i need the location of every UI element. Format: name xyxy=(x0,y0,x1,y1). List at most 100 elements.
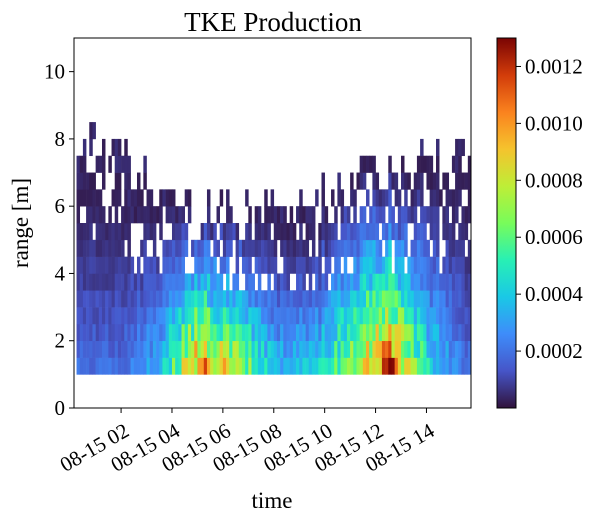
heatmap-cell xyxy=(436,357,440,375)
heatmap-cell xyxy=(353,189,357,207)
heatmap-cell xyxy=(191,323,195,342)
heatmap-cell xyxy=(343,323,348,342)
heatmap-cell xyxy=(200,256,205,274)
heatmap-cell xyxy=(429,223,434,241)
heatmap-cell xyxy=(127,155,131,173)
heatmap-cell xyxy=(308,256,313,274)
heatmap-cell xyxy=(165,290,170,308)
heatmap-cell xyxy=(101,206,106,224)
heatmap-cell xyxy=(401,273,405,291)
heatmap-cell xyxy=(248,223,252,241)
heatmap-cell xyxy=(171,206,176,224)
heatmap-cell xyxy=(404,273,408,291)
heatmap-cell xyxy=(159,273,163,291)
heatmap-cell xyxy=(429,323,434,342)
heatmap-cell xyxy=(121,223,125,241)
heatmap-cell xyxy=(369,273,373,291)
heatmap-cell xyxy=(101,290,106,308)
heatmap-cell xyxy=(280,290,284,308)
heatmap-cell xyxy=(280,323,284,342)
heatmap-cell xyxy=(79,256,84,274)
heatmap-cell xyxy=(219,323,224,342)
heatmap-cell xyxy=(276,206,281,224)
heatmap-cell xyxy=(356,307,360,325)
heatmap-cell xyxy=(359,256,364,274)
heatmap-cell xyxy=(451,206,456,224)
heatmap-cell xyxy=(407,273,411,291)
heatmap-cell xyxy=(429,357,434,375)
heatmap-cell xyxy=(76,273,81,291)
heatmap-cell xyxy=(276,273,281,291)
heatmap-cell xyxy=(366,273,370,291)
heatmap-cell xyxy=(432,206,437,224)
heatmap-cell xyxy=(464,256,469,274)
heatmap-cell xyxy=(286,256,290,274)
heatmap-cell xyxy=(451,340,456,358)
heatmap-cell xyxy=(270,307,275,325)
heatmap-cell xyxy=(222,290,227,308)
heatmap-cell xyxy=(108,340,112,358)
heatmap-cell xyxy=(206,256,211,274)
colorbar-tick-label: 0.0006 xyxy=(525,225,583,249)
heatmap-cell xyxy=(89,357,93,375)
heatmap-cell xyxy=(79,172,84,190)
heatmap-cell xyxy=(156,206,160,224)
heatmap-cell xyxy=(216,239,220,257)
heatmap-cell xyxy=(232,273,236,291)
heatmap-cell xyxy=(296,239,300,257)
heatmap-cell xyxy=(206,323,211,342)
heatmap-cell xyxy=(375,273,380,291)
heatmap-cell xyxy=(410,340,415,358)
heatmap-cell xyxy=(254,307,259,325)
heatmap-cell xyxy=(407,340,411,358)
heatmap-cell xyxy=(159,189,163,207)
heatmap-cell xyxy=(238,290,243,308)
heatmap-cell xyxy=(181,206,185,224)
heatmap-cell xyxy=(117,323,122,342)
heatmap-cell xyxy=(445,357,450,375)
heatmap-cell xyxy=(267,323,271,342)
heatmap-cell xyxy=(461,307,465,325)
heatmap-cell xyxy=(391,273,395,291)
heatmap-cell xyxy=(340,206,345,224)
heatmap-cell xyxy=(146,256,151,274)
heatmap-cell xyxy=(114,340,119,358)
heatmap-cell xyxy=(162,307,166,325)
heatmap-cell xyxy=(324,256,329,274)
heatmap-cell xyxy=(140,307,144,325)
heatmap-cell xyxy=(331,189,335,207)
heatmap-cell xyxy=(261,323,265,342)
heatmap-cell xyxy=(432,223,437,241)
heatmap-cell xyxy=(194,323,198,342)
heatmap-cell xyxy=(162,256,166,274)
heatmap-cell xyxy=(391,206,395,224)
heatmap-cell xyxy=(299,323,303,342)
heatmap-cell xyxy=(401,290,405,308)
heatmap-cell xyxy=(168,290,173,308)
heatmap-cell xyxy=(350,307,354,325)
heatmap-cell xyxy=(381,256,386,274)
heatmap-cell xyxy=(257,323,262,342)
heatmap-cell xyxy=(286,223,290,241)
heatmap-cell xyxy=(467,340,472,358)
heatmap-cell xyxy=(436,340,440,358)
heatmap-cell xyxy=(146,273,151,291)
heatmap-cell xyxy=(458,307,462,325)
heatmap-cell xyxy=(101,172,106,190)
heatmap-cell xyxy=(375,239,380,257)
heatmap-cell xyxy=(108,357,112,375)
heatmap-cell xyxy=(105,340,109,358)
heatmap-cell xyxy=(467,206,472,224)
heatmap-cell xyxy=(267,239,271,257)
heatmap-cell xyxy=(334,273,338,291)
heatmap-cell xyxy=(296,357,300,375)
heatmap-cell xyxy=(340,290,345,308)
heatmap-cell xyxy=(86,172,90,190)
heatmap-cell xyxy=(327,357,332,375)
heatmap-cell xyxy=(114,256,119,274)
heatmap-cell xyxy=(372,239,376,257)
heatmap-cell xyxy=(334,223,338,241)
heatmap-cell xyxy=(241,290,246,308)
heatmap-cell xyxy=(315,256,319,274)
heatmap-cell xyxy=(213,290,217,308)
